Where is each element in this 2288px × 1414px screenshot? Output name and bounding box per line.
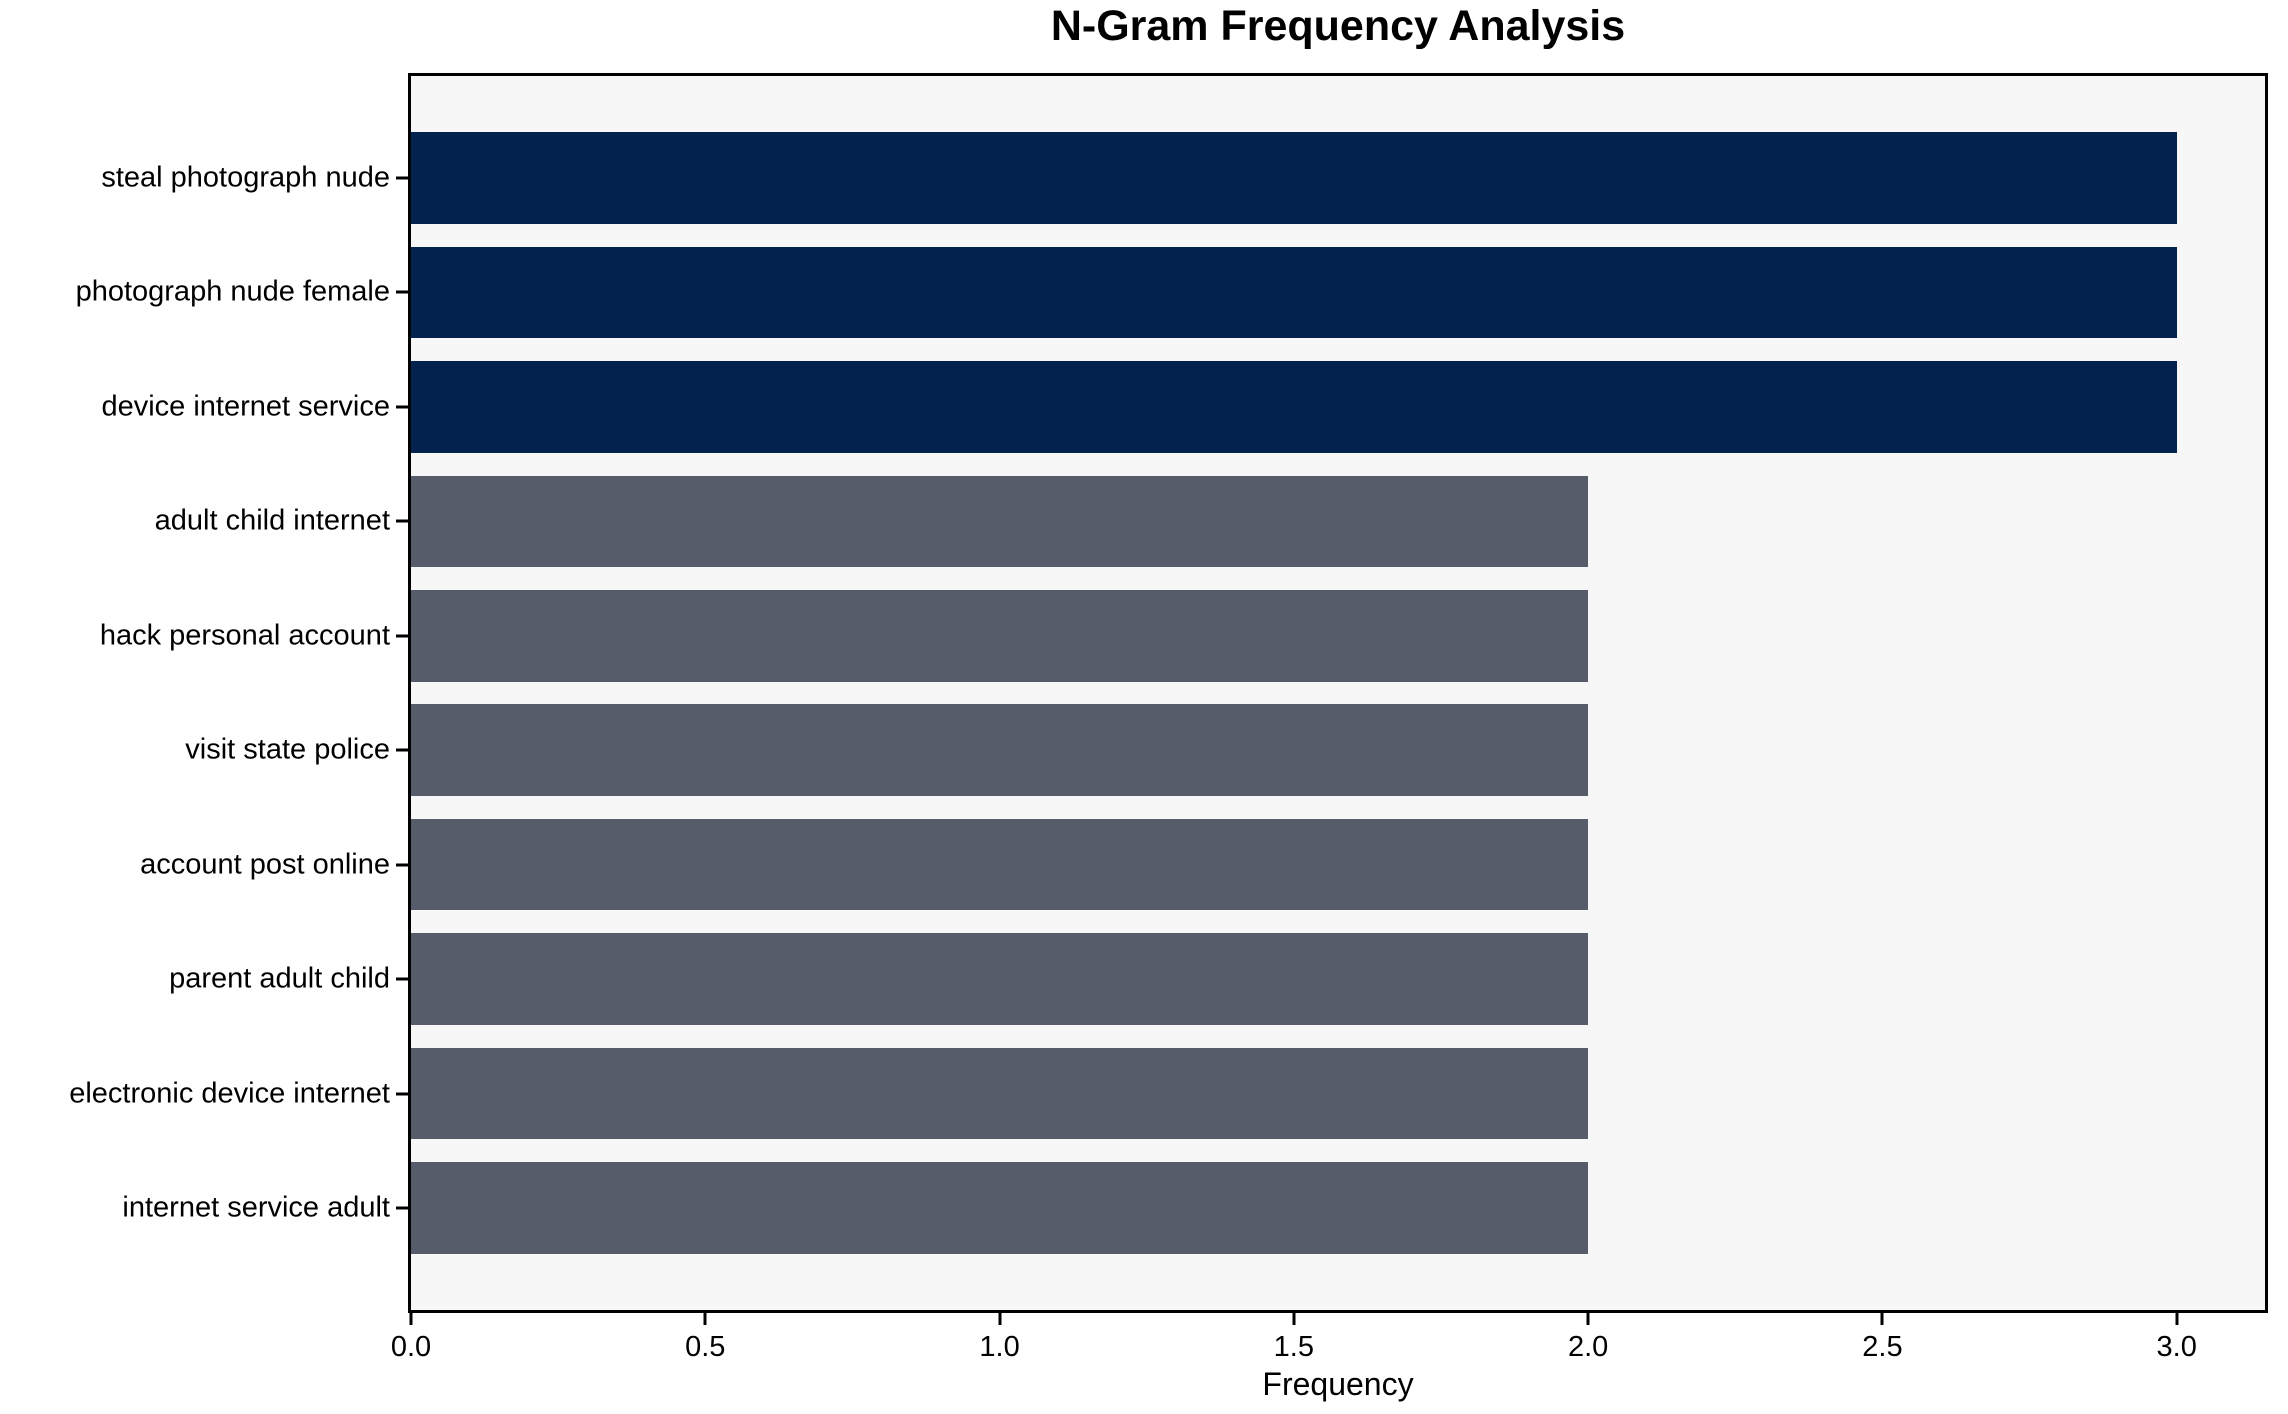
y-tick-label: account post online xyxy=(140,848,390,881)
bar xyxy=(411,246,2177,339)
y-tick-label: photograph nude female xyxy=(75,275,390,308)
x-tick-mark xyxy=(2175,1313,2179,1325)
y-tick-mark xyxy=(396,1206,408,1210)
x-tick-mark xyxy=(998,1313,1002,1325)
x-tick-label: 2.0 xyxy=(1567,1331,1609,1363)
bar xyxy=(411,132,2177,224)
bar xyxy=(411,361,2177,453)
y-tick-label: visit state police xyxy=(185,733,390,766)
y-tick-label: device internet service xyxy=(101,390,390,423)
y-tick-label: adult child internet xyxy=(154,504,390,537)
x-tick-label: 0.5 xyxy=(685,1331,726,1363)
y-tick-mark xyxy=(396,290,408,294)
y-tick-mark xyxy=(396,634,408,638)
y-tick-mark xyxy=(396,748,408,752)
y-tick-mark xyxy=(396,519,408,523)
x-tick-label: 1.0 xyxy=(979,1331,1020,1363)
bar xyxy=(411,933,1589,1025)
x-tick-label: 3.0 xyxy=(2156,1331,2197,1363)
bar xyxy=(411,818,1589,911)
y-tick-mark xyxy=(396,977,408,981)
y-tick-label: parent adult child xyxy=(169,962,390,995)
bar xyxy=(411,475,1589,568)
y-tick-mark xyxy=(396,176,408,180)
chart-title: N-Gram Frequency Analysis xyxy=(1050,2,1626,50)
y-tick-mark xyxy=(396,1092,408,1096)
y-tick-mark xyxy=(396,863,408,867)
x-tick-mark xyxy=(409,1313,413,1325)
bar xyxy=(411,589,1589,682)
x-tick-mark xyxy=(1292,1313,1296,1325)
x-tick-mark xyxy=(703,1313,707,1325)
x-tick-label: 2.5 xyxy=(1862,1331,1903,1363)
bar xyxy=(411,1162,1589,1254)
x-tick-label: 1.5 xyxy=(1273,1331,1315,1363)
plot-area xyxy=(408,73,2268,1313)
x-tick-label: 0.0 xyxy=(390,1331,432,1363)
y-tick-label: steal photograph nude xyxy=(101,161,390,194)
bar xyxy=(411,1047,1589,1140)
x-axis-label: Frequency xyxy=(1262,1366,1414,1402)
x-tick-mark xyxy=(1880,1313,1884,1325)
y-tick-label: internet service adult xyxy=(122,1191,390,1224)
y-tick-label: hack personal account xyxy=(99,619,390,652)
y-tick-mark xyxy=(396,405,408,409)
y-tick-label: electronic device internet xyxy=(69,1077,390,1110)
x-tick-mark xyxy=(1586,1313,1590,1325)
bar xyxy=(411,704,1589,796)
